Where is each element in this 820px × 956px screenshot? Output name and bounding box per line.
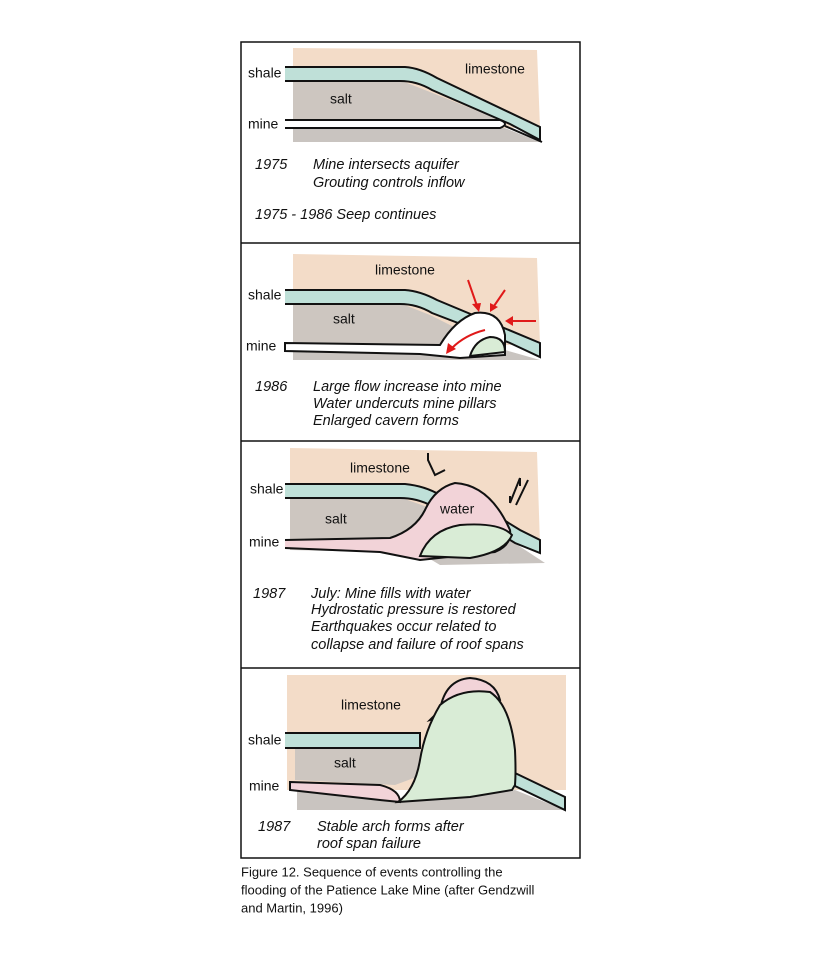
- rubble: [468, 335, 507, 358]
- layer-label: salt: [330, 91, 352, 107]
- panel-4: [285, 675, 566, 812]
- note: roof span failure: [317, 836, 421, 852]
- layer-label: water: [439, 501, 475, 517]
- panel-1: [285, 48, 543, 143]
- note: Enlarged cavern forms: [313, 413, 459, 429]
- layer-label: salt: [334, 755, 356, 771]
- caption: flooding of the Patience Lake Mine (afte…: [241, 882, 535, 897]
- layer-label: mine: [246, 338, 277, 354]
- salt-layer: [295, 748, 422, 785]
- layer-label: limestone: [465, 61, 525, 77]
- note: Hydrostatic pressure is restored: [311, 602, 517, 618]
- arrowhead: [472, 303, 481, 312]
- layer-label: shale: [248, 287, 282, 303]
- note: collapse and failure of roof spans: [311, 637, 524, 653]
- panel-2: [284, 254, 541, 360]
- layer-label: mine: [249, 534, 280, 550]
- displacement-arrow: [427, 453, 446, 477]
- note: July: Mine fills with water: [310, 586, 472, 602]
- note: Mine intersects aquifer: [313, 157, 460, 173]
- inflow-arrow: [467, 279, 478, 307]
- year: 1987: [258, 819, 291, 835]
- layer-label: shale: [248, 65, 282, 81]
- year: 1986: [255, 379, 288, 395]
- mine-opening: [285, 119, 506, 129]
- arrowhead: [505, 316, 513, 326]
- layer-label: mine: [249, 778, 280, 794]
- arrowhead: [490, 303, 498, 312]
- caption: and Martin, 1996): [241, 900, 343, 915]
- layer-label: salt: [325, 511, 347, 527]
- layer-label: limestone: [341, 697, 401, 713]
- layer-label: shale: [248, 732, 282, 748]
- layer-label: limestone: [375, 262, 435, 278]
- shale-layer: [285, 66, 541, 142]
- inflow-arrow: [451, 329, 486, 349]
- water-cavity: [289, 780, 402, 804]
- layer-label: limestone: [350, 460, 410, 476]
- layer-label: salt: [333, 311, 355, 327]
- panel-3: [284, 448, 545, 565]
- layer-label: shale: [250, 481, 284, 497]
- rubble: [418, 523, 514, 560]
- shale-layer: [285, 732, 421, 749]
- note: Grouting controls inflow: [313, 175, 466, 191]
- salt-layer: [293, 81, 505, 122]
- inflow-arrow: [493, 289, 506, 307]
- fault: [504, 125, 543, 143]
- arrowhead: [446, 343, 456, 354]
- note: 1975 - 1986 Seep continues: [255, 207, 436, 223]
- note: Earthquakes occur related to: [311, 619, 496, 635]
- salt-layer: [290, 498, 430, 540]
- caption: Figure 12. Sequence of events controllin…: [241, 864, 503, 879]
- base-layer: [293, 128, 540, 142]
- rubble: [394, 690, 517, 804]
- year: 1987: [253, 586, 286, 602]
- year: 1975: [255, 157, 288, 173]
- frame: [240, 41, 581, 859]
- displacement-arrow: [509, 477, 529, 506]
- layer-label: mine: [248, 116, 279, 132]
- note: Water undercuts mine pillars: [313, 396, 496, 412]
- note: Large flow increase into mine: [313, 379, 502, 395]
- note: Stable arch forms after: [317, 819, 465, 835]
